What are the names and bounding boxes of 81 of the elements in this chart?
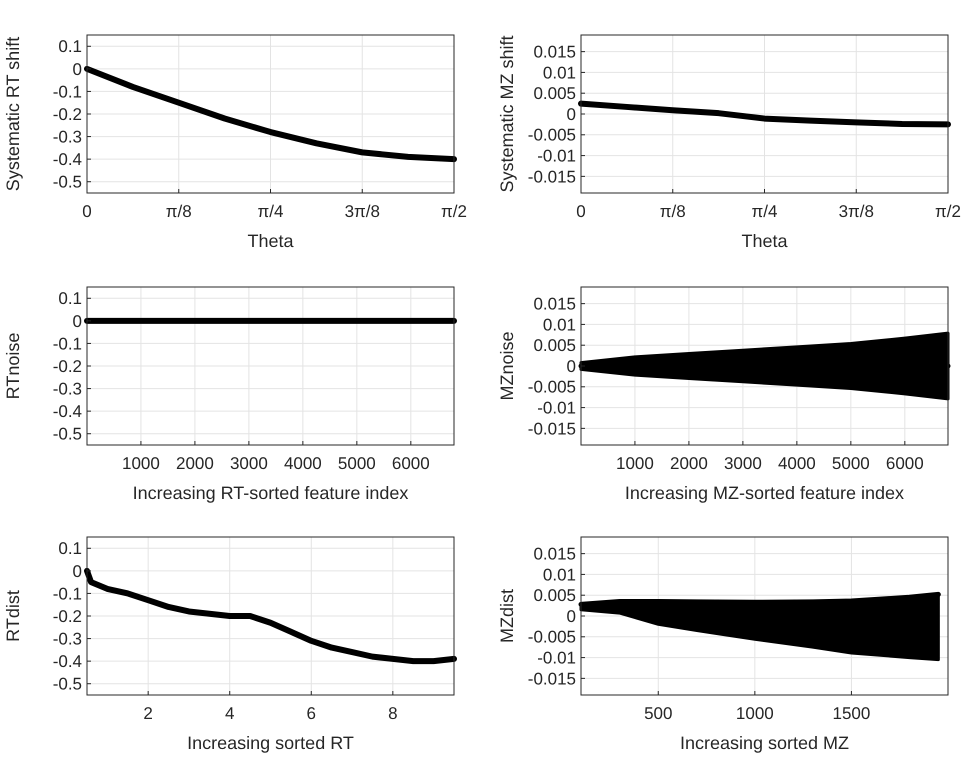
y-tick-label: 0 <box>566 606 576 626</box>
y-tick-label: 0.005 <box>533 336 576 356</box>
y-tick-label: -0.005 <box>528 628 576 647</box>
y-tick-label: 0.015 <box>533 544 576 564</box>
y-tick-label: -0.2 <box>52 356 82 376</box>
x-tick-label: π/4 <box>258 202 284 221</box>
y-tick-label: -0.01 <box>537 398 576 418</box>
x-tick-label: π/8 <box>660 202 686 221</box>
y-tick-label: -0.5 <box>52 674 82 694</box>
y-axis-title: Systematic MZ shift <box>497 35 517 193</box>
y-tick-label: -0.1 <box>52 82 82 102</box>
y-tick-label: -0.2 <box>52 606 82 626</box>
x-tick-label: 6 <box>306 704 316 723</box>
x-tick-label: 3000 <box>230 454 268 473</box>
y-tick-label: -0.1 <box>52 584 82 604</box>
y-tick-label: 0 <box>72 60 82 79</box>
y-tick-label: 0.015 <box>533 294 576 314</box>
x-tick-label: 8 <box>388 704 398 723</box>
y-tick-label: -0.4 <box>52 652 82 672</box>
y-tick-label: -0.1 <box>52 334 82 354</box>
x-axis-title: Increasing sorted MZ <box>680 733 850 753</box>
y-tick-label: -0.2 <box>52 104 82 124</box>
x-tick-label: 3000 <box>724 454 762 473</box>
x-tick-label: 2000 <box>176 454 214 473</box>
y-tick-label: -0.015 <box>528 167 576 186</box>
x-tick-label: 1000 <box>616 454 654 473</box>
y-tick-label: -0.3 <box>52 630 82 649</box>
y-tick-label: 0.015 <box>533 42 576 62</box>
y-tick-label: -0.01 <box>537 146 576 166</box>
x-tick-label: π/2 <box>441 202 467 221</box>
y-axis-title: Systematic RT shift <box>3 36 23 192</box>
x-axis-title: Theta <box>247 231 294 251</box>
y-tick-label: -0.005 <box>528 378 576 397</box>
x-tick-label: 1500 <box>832 704 870 723</box>
x-tick-label: 4000 <box>778 454 816 473</box>
y-tick-label: 0.01 <box>542 63 576 82</box>
y-tick-label: 0.01 <box>542 315 576 334</box>
y-tick-label: 0 <box>72 562 82 581</box>
x-tick-label: 2 <box>143 704 153 723</box>
x-tick-label: π/4 <box>752 202 778 221</box>
y-tick-label: -0.01 <box>537 648 576 668</box>
x-axis-title: Theta <box>741 231 788 251</box>
y-tick-label: 0.1 <box>58 539 82 558</box>
y-tick-label: 0.01 <box>542 565 576 584</box>
y-axis-title: RTdist <box>3 590 23 642</box>
y-tick-label: -0.015 <box>528 419 576 438</box>
y-tick-label: -0.3 <box>52 380 82 399</box>
x-axis-title: Increasing RT-sorted feature index <box>132 483 408 503</box>
y-tick-label: -0.015 <box>528 669 576 688</box>
y-tick-label: 0.005 <box>533 586 576 606</box>
y-tick-label: 0 <box>566 104 576 124</box>
x-tick-label: 6000 <box>392 454 430 473</box>
x-tick-label: 6000 <box>886 454 924 473</box>
x-axis-title: Increasing MZ-sorted feature index <box>624 483 904 503</box>
x-tick-label: 5000 <box>338 454 376 473</box>
x-tick-label: 500 <box>644 704 672 723</box>
y-tick-label: 0.005 <box>533 84 576 104</box>
y-axis-title: MZnoise <box>497 331 517 401</box>
y-tick-label: 0.1 <box>58 289 82 308</box>
x-tick-label: 1000 <box>122 454 160 473</box>
y-tick-label: -0.005 <box>528 126 576 145</box>
x-axis-title: Increasing sorted RT <box>187 733 354 753</box>
y-axis-title: MZdist <box>497 589 517 643</box>
y-tick-label: -0.3 <box>52 128 82 147</box>
y-tick-label: 0 <box>566 356 576 376</box>
x-tick-label: 4000 <box>284 454 322 473</box>
y-tick-label: -0.4 <box>52 150 82 170</box>
y-tick-label: 0.1 <box>58 37 82 56</box>
y-tick-label: 0 <box>72 312 82 331</box>
y-tick-label: -0.5 <box>52 172 82 192</box>
x-tick-label: π/2 <box>935 202 961 221</box>
x-tick-label: 5000 <box>832 454 870 473</box>
x-tick-label: π/8 <box>166 202 192 221</box>
x-tick-label: 4 <box>224 704 234 723</box>
y-tick-label: -0.5 <box>52 424 82 444</box>
x-tick-label: 3π/8 <box>838 202 874 221</box>
x-tick-label: 1000 <box>736 704 774 723</box>
y-axis-title: RTnoise <box>3 332 23 400</box>
x-tick-label: 3π/8 <box>344 202 380 221</box>
x-tick-label: 2000 <box>670 454 708 473</box>
y-tick-label: -0.4 <box>52 402 82 422</box>
